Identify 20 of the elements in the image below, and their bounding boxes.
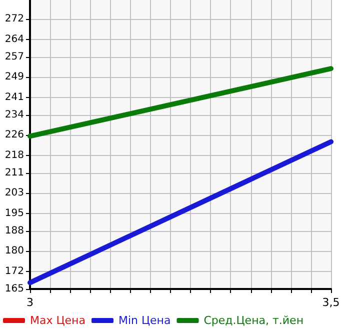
y-tick-label: 218 (4, 150, 24, 161)
y-tick-label: 180 (4, 246, 24, 257)
legend-label: Max Цена (30, 314, 86, 327)
y-tick-label: 165 (4, 284, 24, 294)
y-tick-label: 272 (4, 14, 24, 25)
y-tick-label: 257 (4, 51, 24, 62)
y-tick-label: 264 (4, 34, 24, 45)
legend-label: Min Цена (118, 314, 171, 327)
legend-label: Сред.Цена, т.йен (204, 314, 304, 327)
y-tick-label: 211 (4, 167, 24, 178)
y-tick-label: 226 (4, 130, 24, 141)
y-tick-label: 203 (4, 188, 24, 199)
y-tick-label: 234 (4, 109, 24, 120)
y-tick-label: 188 (4, 226, 24, 236)
x-tick-label: 3 (26, 296, 34, 309)
y-tick-label: 195 (4, 208, 24, 219)
y-tick-label: 172 (4, 266, 24, 277)
y-tick-label: 249 (4, 72, 24, 83)
x-tick-label: 3,5 (322, 296, 340, 309)
y-tick-label: 241 (4, 92, 24, 103)
